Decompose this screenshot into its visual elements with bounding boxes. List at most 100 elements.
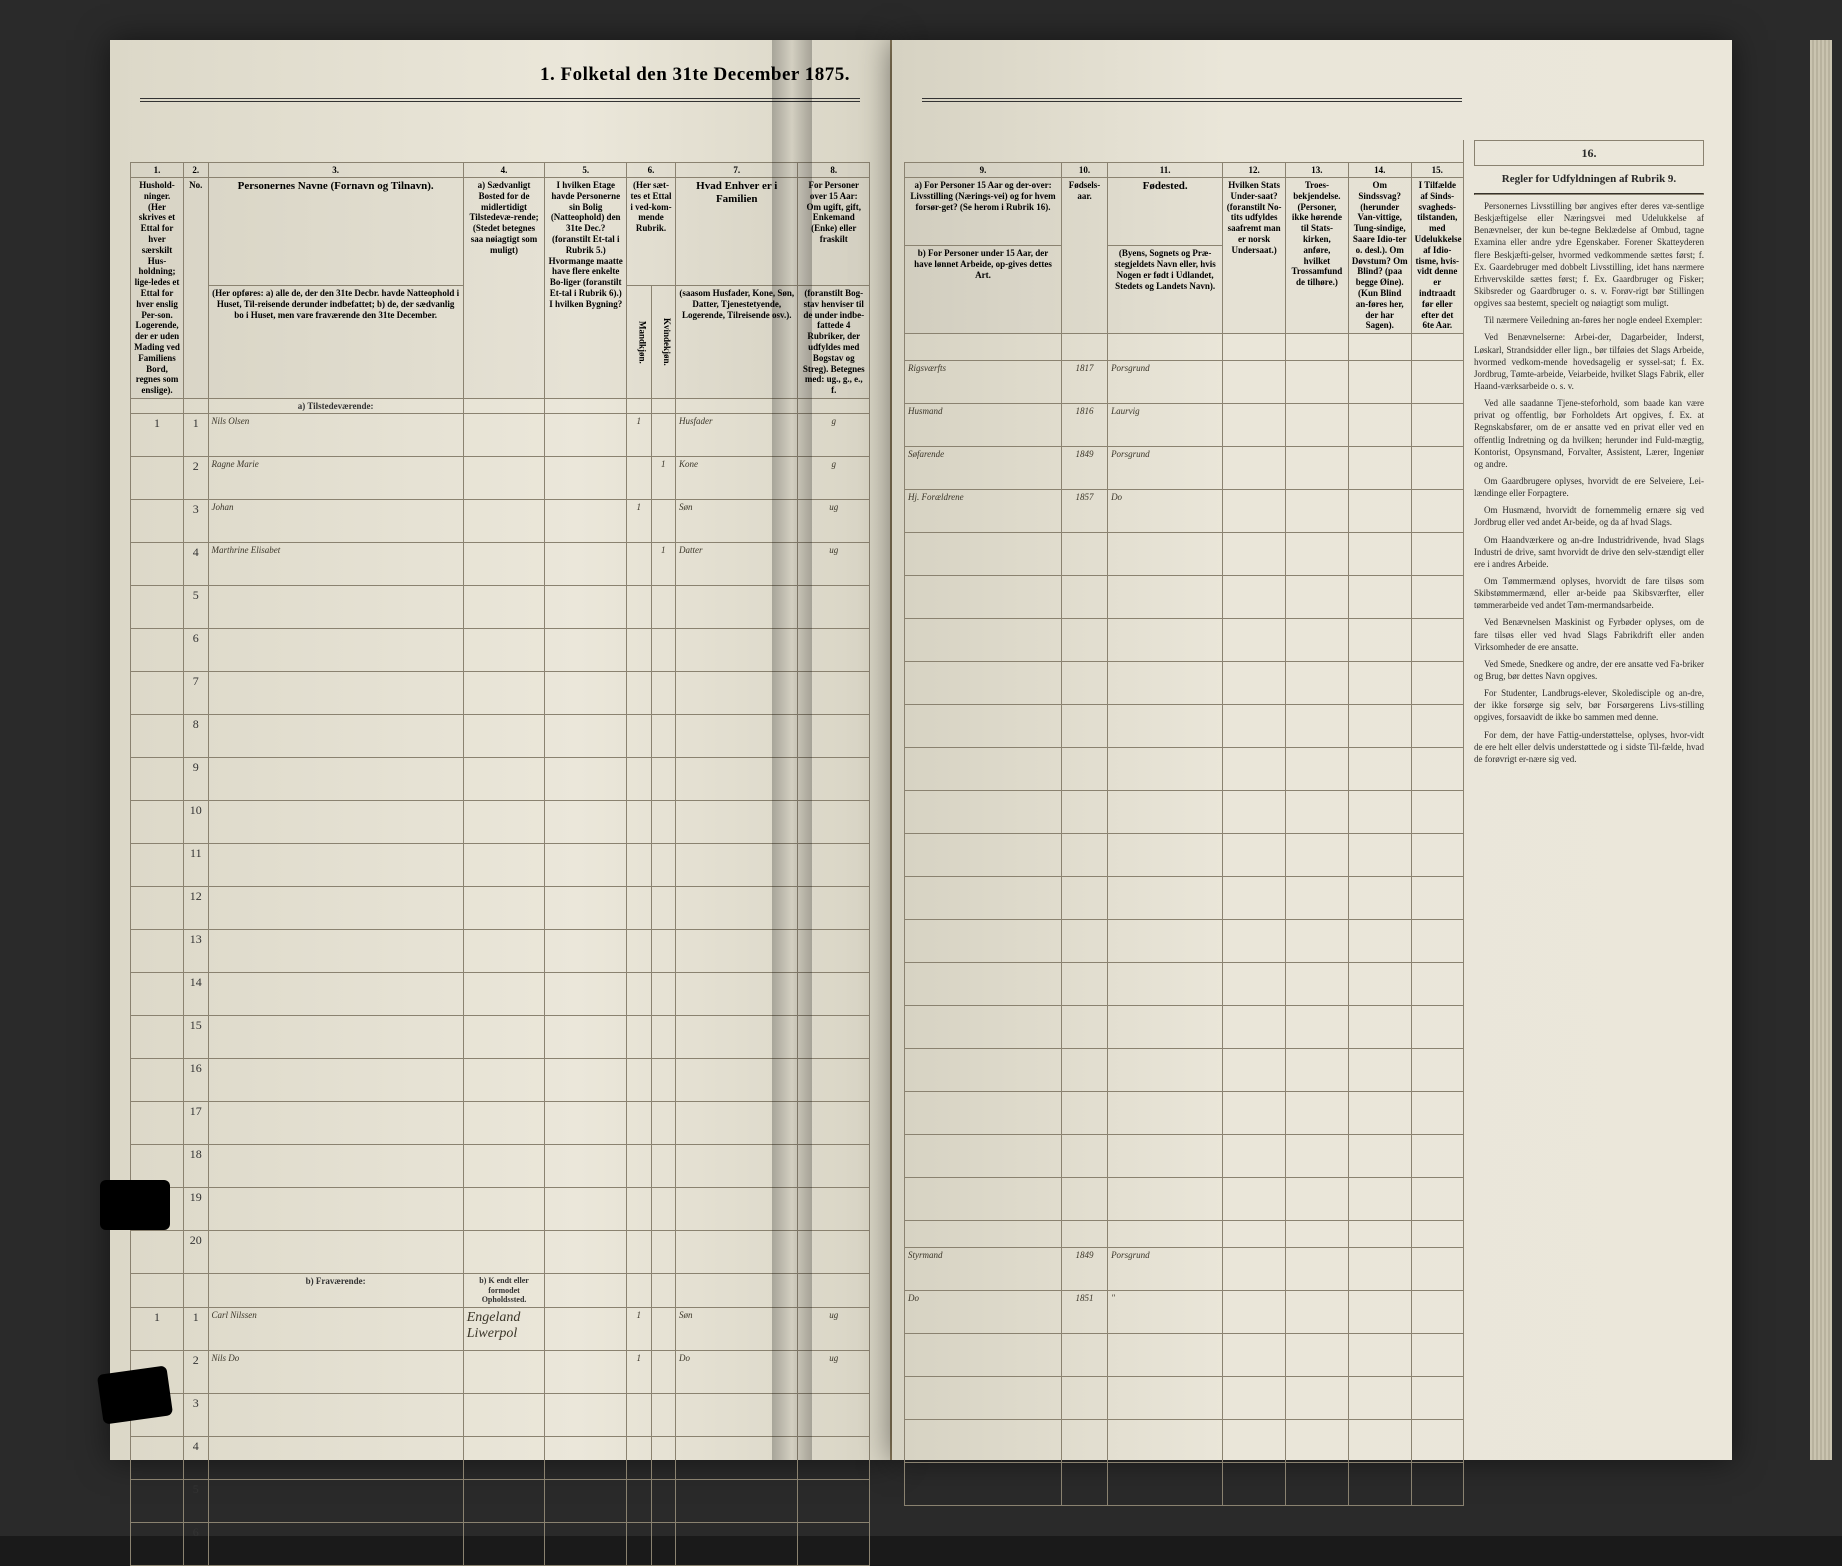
- cell-female: 1: [651, 542, 675, 585]
- header-family-sub: (saasom Husfader, Kone, Søn, Datter, Tje…: [676, 285, 798, 398]
- book-spread: 1. Folketal den 31te December 1875. 1. 2…: [0, 0, 1842, 1536]
- table-row: Hj. Forældrene 1857 Do: [905, 490, 1464, 533]
- right-page: . 9. 10. 11. 12. 13. 14. 15. a) For Pers…: [892, 40, 1732, 1460]
- col-num: 11.: [1108, 163, 1223, 178]
- cell-family-role: Do: [676, 1350, 798, 1393]
- table-row-empty: 8: [131, 714, 870, 757]
- table-row-empty: 5: [131, 1479, 870, 1522]
- cell-birthplace: Laurvig: [1108, 404, 1223, 447]
- table-row-empty: 5: [131, 585, 870, 628]
- table-row-empty: [905, 877, 1464, 920]
- header-religion: Troes-bekjendelse. (Personer, ikke høren…: [1286, 178, 1349, 334]
- cell-marital: g: [798, 413, 870, 456]
- cell-family-role: Kone: [676, 456, 798, 499]
- cell-marital: ug: [798, 1350, 870, 1393]
- col-num: 14.: [1348, 163, 1411, 178]
- col-num: 8.: [798, 163, 870, 178]
- cell-name: Johan: [208, 499, 463, 542]
- header-family-role: Hvad Enhver er i Familien: [676, 178, 798, 286]
- table-row-empty: [905, 1377, 1464, 1420]
- table-row: Husmand 1816 Laurvig: [905, 404, 1464, 447]
- table-row: Søfarende 1849 Porsgrund: [905, 447, 1464, 490]
- header-households: Hushold-ninger. (Her skrives et Ettal fo…: [131, 178, 184, 399]
- instruction-para: Om Gaardbrugere oplyses, hvorvidt de ere…: [1474, 475, 1704, 499]
- header-row: Hushold-ninger. (Her skrives et Ettal fo…: [131, 178, 870, 286]
- cell-family-role: Husfader: [676, 413, 798, 456]
- cell-occupation: Husmand: [905, 404, 1062, 447]
- ledger-table-right: 9. 10. 11. 12. 13. 14. 15. a) For Person…: [904, 162, 1464, 1506]
- cell-year: 1849: [1062, 447, 1108, 490]
- header-no: No.: [184, 178, 208, 399]
- instruction-para: Om Haandværkere og an-dre Industridriven…: [1474, 534, 1704, 570]
- page-title-left: 1. Folketal den 31te December 1875.: [110, 40, 890, 94]
- table-row-empty: [905, 533, 1464, 576]
- header-names-sub: (Her opføres: a) alle de, der den 31te D…: [208, 285, 463, 398]
- instruction-para: Personernes Livsstilling bør angives eft…: [1474, 200, 1704, 309]
- col-num: 15.: [1411, 163, 1463, 178]
- cell-birthplace: Porsgrund: [1108, 1248, 1223, 1291]
- table-row-empty: [905, 705, 1464, 748]
- table-row-empty: [905, 1463, 1464, 1506]
- cell-residence: [463, 1350, 545, 1393]
- cell-birthplace: Porsgrund: [1108, 361, 1223, 404]
- table-row: 2 Ragne Marie 1 Kone g: [131, 456, 870, 499]
- table-row-empty: 11: [131, 843, 870, 886]
- table-row-empty: 13: [131, 929, 870, 972]
- table-row-empty: [905, 1006, 1464, 1049]
- table-row-empty: 3: [131, 1393, 870, 1436]
- header-sex: (Her sæt-tes et Ettal i ved-kom-mende Ru…: [627, 178, 676, 286]
- section-b-col: b) K endt eller formodet Opholdssted.: [463, 1273, 545, 1307]
- cell-occupation: Styrmand: [905, 1248, 1062, 1291]
- cell-residence: [463, 413, 545, 456]
- table-row: 1 1 Nils Olsen 1 Husfader g: [131, 413, 870, 456]
- cell-occupation: Do: [905, 1291, 1062, 1334]
- cell-occupation: Hj. Forældrene: [905, 490, 1062, 533]
- page-edge-stack: [1810, 40, 1832, 1460]
- table-row-empty: 20: [131, 1230, 870, 1273]
- cell-male: 1: [627, 1350, 651, 1393]
- cell-male: 1: [627, 413, 651, 456]
- cell-name: Nils Do: [208, 1350, 463, 1393]
- table-row-empty: [905, 1049, 1464, 1092]
- table-row: Do 1851 ": [905, 1291, 1464, 1334]
- col-num: 7.: [676, 163, 798, 178]
- cell-birthplace: Do: [1108, 490, 1223, 533]
- col-num: 9.: [905, 163, 1062, 178]
- table-row-empty: [905, 963, 1464, 1006]
- table-row-empty: 18: [131, 1144, 870, 1187]
- cell-male: [627, 456, 651, 499]
- cell-birthplace: ": [1108, 1291, 1223, 1334]
- header-marital: For Personer over 15 Aar: Om ugift, gift…: [798, 178, 870, 286]
- instruction-para: Om Husmænd, hvorvidt de fornemmelig ernæ…: [1474, 504, 1704, 528]
- cell-residence: [463, 456, 545, 499]
- instruction-para: Ved Smede, Snedkere og andre, der ere an…: [1474, 658, 1704, 682]
- header-onset: I Tilfælde af Sinds-svagheds-tilstanden,…: [1411, 178, 1463, 334]
- cell-name: Carl Nilssen: [208, 1307, 463, 1350]
- section-spacer: [905, 1221, 1464, 1248]
- cell-occupation: Søfarende: [905, 447, 1062, 490]
- header-birthyear: Fødsels-aar.: [1062, 178, 1108, 334]
- table-row-empty: [905, 791, 1464, 834]
- cell-residence: [463, 542, 545, 585]
- header-residence: a) Sædvanligt Bosted for de midlertidigt…: [463, 178, 545, 399]
- column-number-row: 9. 10. 11. 12. 13. 14. 15.: [905, 163, 1464, 178]
- table-row: 4 Marthrine Elisabet 1 Datter ug: [131, 542, 870, 585]
- cell-year: 1816: [1062, 404, 1108, 447]
- table-row-empty: 16: [131, 1058, 870, 1101]
- header-birthplace-sub: (Byens, Sognets og Præ-stegjeldets Navn …: [1108, 246, 1223, 334]
- cell-marital: g: [798, 456, 870, 499]
- instruction-para: Om Tømmermænd oplyses, hvorvidt de fare …: [1474, 575, 1704, 611]
- ledger-table-left: 1. 2. 3. 4. 5. 6. 7. 8. Hushold-ninger. …: [130, 162, 870, 1566]
- table-row-empty: [905, 576, 1464, 619]
- cell-name: Ragne Marie: [208, 456, 463, 499]
- left-page: 1. Folketal den 31te December 1875. 1. 2…: [110, 40, 892, 1460]
- table-row-empty: 7: [131, 671, 870, 714]
- table-row: 3 Johan 1 Søn ug: [131, 499, 870, 542]
- header-disability: Om Sindssvag? (herunder Van-vittige, Tun…: [1348, 178, 1411, 334]
- cell-residence: [463, 499, 545, 542]
- cell-female: [651, 1307, 675, 1350]
- col-num: 12.: [1223, 163, 1286, 178]
- table-row-empty: 6: [131, 628, 870, 671]
- header-occupation-a: a) For Personer 15 Aar og der-over: Livs…: [905, 178, 1062, 246]
- cell-male: 1: [627, 1307, 651, 1350]
